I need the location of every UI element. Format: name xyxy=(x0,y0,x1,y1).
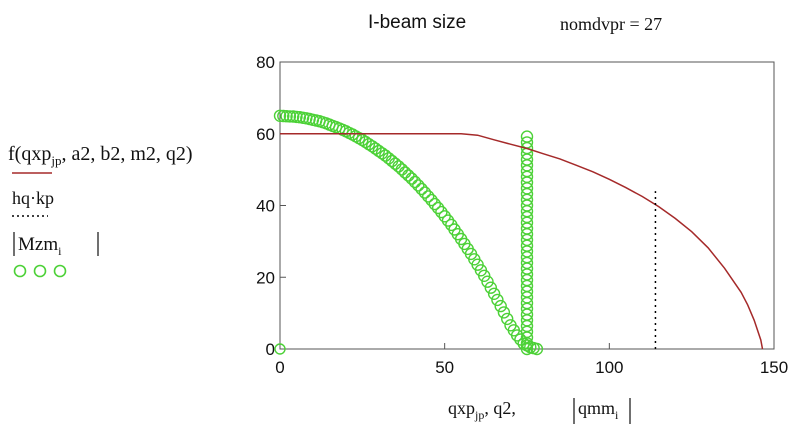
x-tick-label: 50 xyxy=(435,358,454,377)
legend-f-tail: , a2, b2, m2, q2) xyxy=(61,143,192,165)
mzm-point xyxy=(372,144,385,158)
x-axis: 0 50 100 150 xyxy=(275,343,788,377)
mzm-point xyxy=(280,109,293,123)
mzm-point xyxy=(408,175,422,189)
series-mzm-circles xyxy=(273,109,544,356)
legend-entry-f: f(qxpjp, a2, b2, m2, q2) xyxy=(8,143,193,168)
legend-mzm-sub: i xyxy=(58,244,62,258)
mzm-point xyxy=(491,293,504,307)
x-tick-label: 100 xyxy=(595,358,623,377)
legend: f(qxpjp, a2, b2, m2, q2) hq·kp Mzmi xyxy=(8,143,193,278)
legend-f-sub: jp xyxy=(50,153,61,168)
legend-mzm-label: Mzm xyxy=(18,234,58,255)
mzm-point xyxy=(402,169,415,182)
mzm-point xyxy=(494,299,507,313)
mzm-point xyxy=(431,201,445,215)
y-tick-label: 60 xyxy=(256,125,275,144)
x-tick-label: 0 xyxy=(275,358,284,377)
mzm-point xyxy=(497,306,511,319)
mzm-point xyxy=(362,137,376,151)
legend-f-open: (qxp xyxy=(15,143,52,165)
mzm-point xyxy=(422,190,435,203)
mzm-point xyxy=(487,287,501,300)
mzm-point xyxy=(359,135,372,149)
mzm-point xyxy=(395,163,409,176)
legend-entry-hq: hq·kp xyxy=(12,188,54,208)
y-axis: 0 20 40 60 80 xyxy=(256,53,286,359)
mzm-point xyxy=(415,182,428,196)
xlabel-sub: jp xyxy=(474,408,484,422)
x-axis-label: qxpjp, q2, xyxy=(448,398,516,422)
mzm-point xyxy=(530,342,544,356)
mzm-point xyxy=(405,172,418,185)
mzm-point xyxy=(520,130,534,143)
y-tick-label: 80 xyxy=(256,53,275,72)
series-f-line xyxy=(280,133,764,350)
xlabel-rest: , q2, xyxy=(484,398,516,418)
y-tick-label: 40 xyxy=(256,197,275,216)
y-tick-label: 0 xyxy=(266,340,275,359)
mzm-point xyxy=(274,343,286,355)
mzm-point xyxy=(501,312,514,326)
xlabel-abs: qmm xyxy=(578,398,615,418)
y-tick-label: 20 xyxy=(256,268,275,287)
x-tick-label: 150 xyxy=(760,358,788,377)
xlabel-main: qxp xyxy=(448,398,475,418)
mzm-point xyxy=(283,110,297,123)
param-readout: nomdvpr = 27 xyxy=(560,14,662,34)
f-line-path xyxy=(280,133,764,350)
mzm-point xyxy=(435,205,448,219)
mzm-point xyxy=(484,281,497,294)
mzm-point xyxy=(412,179,425,192)
legend-mzm-swatch xyxy=(13,264,67,278)
mzm-point xyxy=(428,197,441,211)
mzm-point xyxy=(425,193,438,207)
mzm-point xyxy=(478,269,491,282)
mzm-point xyxy=(418,186,432,199)
mzm-point xyxy=(481,275,494,288)
x-axis-label-abs: qmmi xyxy=(578,398,619,422)
legend-entry-mzm: Mzmi xyxy=(18,234,62,258)
mzm-point xyxy=(273,109,287,123)
xlabel-abs-sub: i xyxy=(615,408,619,422)
mzm-point xyxy=(398,166,412,179)
mzm-point xyxy=(277,109,290,123)
chart-title: I-beam size xyxy=(368,12,466,33)
legend-f-base: f xyxy=(8,143,15,165)
